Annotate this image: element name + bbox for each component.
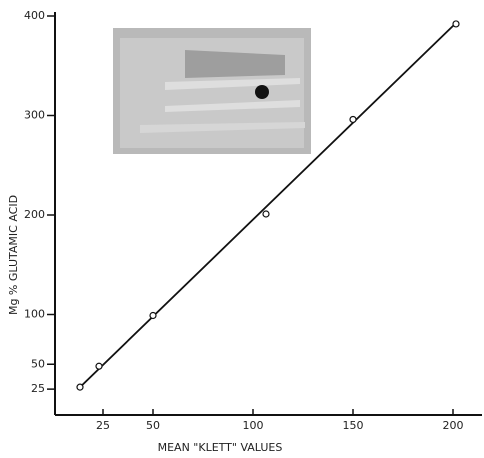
y-tick-label: 200	[24, 208, 45, 221]
data-point	[453, 21, 459, 27]
x-tick-label: 25	[96, 419, 110, 432]
x-tick-label: 50	[146, 419, 160, 432]
x-axis-label: MEAN "KLETT" VALUES	[158, 441, 283, 454]
x-tick-label: 200	[443, 419, 464, 432]
data-point	[150, 312, 156, 318]
y-axis-label: Mg % GLUTAMIC ACID	[7, 195, 20, 315]
x-tick-label: 100	[243, 419, 264, 432]
data-point	[263, 211, 269, 217]
data-point	[350, 116, 356, 122]
inset-photo	[113, 28, 311, 154]
x-tick-label: 150	[343, 419, 364, 432]
y-tick-label: 100	[24, 308, 45, 321]
y-tick-label: 50	[31, 357, 45, 370]
data-point	[96, 363, 102, 369]
data-point	[77, 384, 83, 390]
chart: MEAN "KLETT" VALUES Mg % GLUTAMIC ACID 2…	[0, 0, 484, 458]
y-tick-label: 400	[24, 9, 45, 22]
y-tick-label: 300	[24, 109, 45, 122]
y-tick-label: 25	[31, 382, 45, 395]
